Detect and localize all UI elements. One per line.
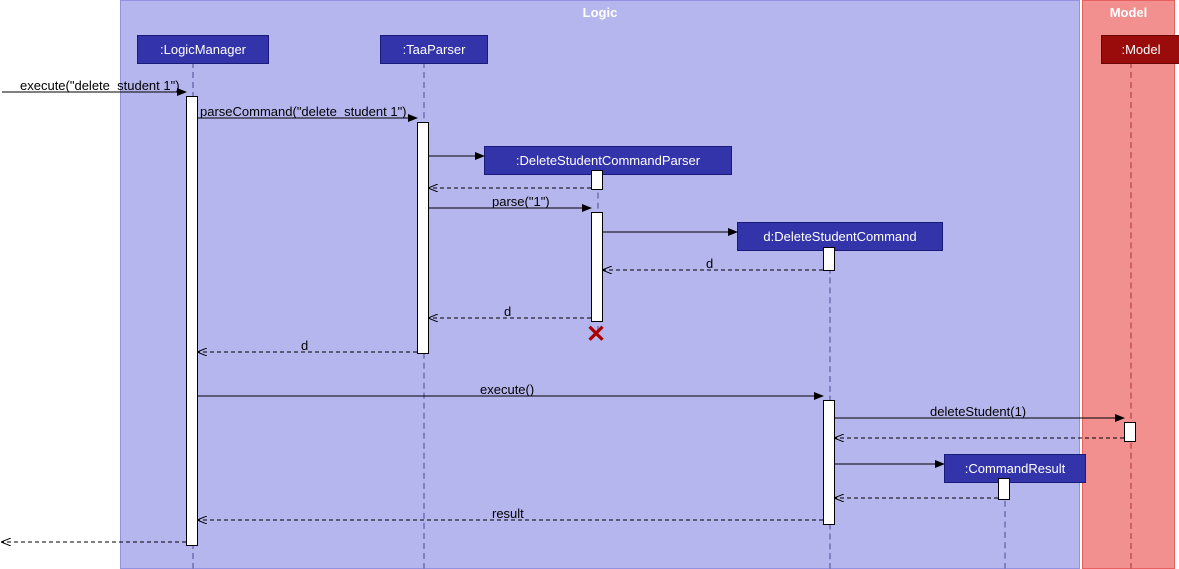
participant-dscp: :DeleteStudentCommandParser (484, 146, 732, 175)
activation (591, 212, 603, 322)
activation (591, 170, 603, 190)
msg-deletestudent: deleteStudent(1) (930, 404, 1026, 419)
msg-d2: d (504, 304, 511, 319)
lifeline-model (1130, 62, 1132, 569)
logic-box-title: Logic (121, 5, 1079, 20)
msg-parsecommand: parseCommand("delete_student 1") (200, 104, 407, 119)
msg-execute2: execute() (480, 382, 534, 397)
participant-taaparser: :TaaParser (380, 35, 488, 64)
activation (1124, 422, 1136, 442)
sequence-diagram: Logic Model :LogicManager :TaaParser :De… (0, 0, 1179, 569)
msg-execute: execute("delete_student 1") (20, 78, 180, 93)
model-box: Model (1082, 0, 1175, 569)
activation (998, 478, 1010, 500)
activation (186, 96, 198, 546)
participant-logicmanager: :LogicManager (137, 35, 269, 64)
participant-model: :Model (1101, 35, 1179, 64)
participant-cr: :CommandResult (944, 454, 1086, 483)
msg-result: result (492, 506, 524, 521)
model-box-title: Model (1083, 5, 1174, 20)
msg-parse: parse("1") (492, 194, 550, 209)
msg-d3: d (301, 338, 308, 353)
participant-dsc: d:DeleteStudentCommand (737, 222, 943, 251)
activation (417, 122, 429, 354)
msg-d1: d (706, 256, 713, 271)
activation (823, 400, 835, 525)
activation (823, 247, 835, 271)
destroy-icon: ✕ (586, 320, 606, 349)
